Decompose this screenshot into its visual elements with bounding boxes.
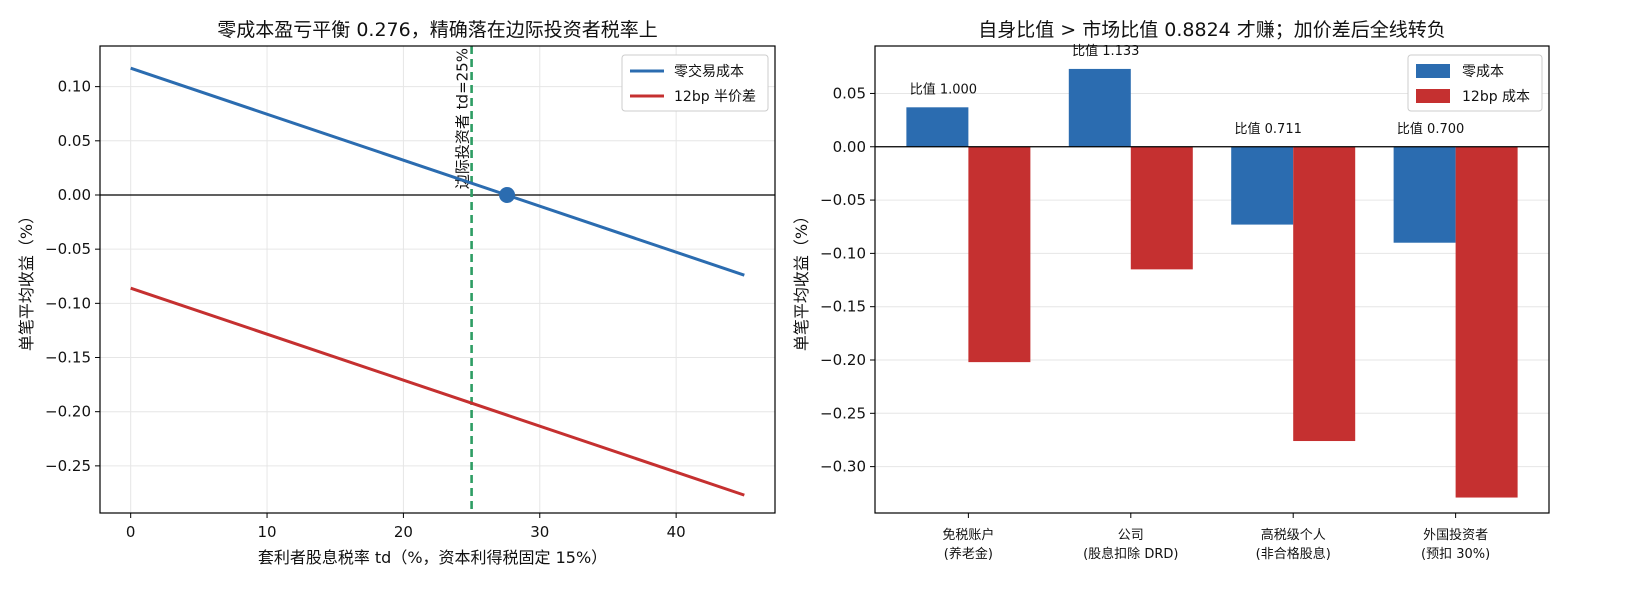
category-label: (股息扣除 DRD) [1083,546,1178,562]
bar-0-1 [1068,68,1131,147]
legend-label-1: 12bp 半价差 [674,89,756,105]
legend-swatch-1 [1416,89,1450,103]
legend-label-0: 零交易成本 [674,63,744,80]
category-label: 免税账户 [942,527,994,543]
bar-0-2 [1231,146,1294,225]
legend-label-0: 零成本 [1462,64,1504,80]
x-tick-label: 0 [126,523,136,541]
bar-0-3 [1393,146,1456,243]
chart-title: 零成本盈亏平衡 0.276，精确落在边际投资者税率上 [217,19,657,41]
ratio-label: 比值 0.700 [1397,121,1464,137]
y-tick-label: −0.15 [820,298,866,316]
y-tick-label: −0.25 [820,404,866,422]
ratio-label: 比值 1.000 [910,81,977,97]
y-tick-label: −0.20 [820,351,866,369]
x-tick-label: 20 [394,523,413,541]
bar-1-3 [1455,146,1518,498]
category-label: (非合格股息) [1256,546,1331,562]
x-axis-label: 套利者股息税率 td（%，资本利得税固定 15%） [258,548,607,567]
y-tick-label: −0.25 [45,457,91,475]
bar-1-0 [968,146,1031,363]
y-tick-label: −0.30 [820,458,866,476]
plot-frame [99,45,776,514]
bar-0-0 [906,107,969,147]
y-tick-label: 0.10 [58,78,91,96]
x-tick-label: 30 [530,523,549,541]
y-axis-label: 单笔平均收益（%） [17,208,36,351]
legend-swatch-0 [1416,64,1450,78]
legend-label-1: 12bp 成本 [1462,89,1530,105]
right-panel-bar-chart: 比值 1.000 比值 1.133 比值 0.711 比值 0.700 0.05 0.00… [792,19,1550,562]
category-label: 高税级个人 [1261,527,1326,543]
y-tick-label: −0.20 [45,403,91,421]
x-tick-label: 40 [667,523,686,541]
y-tick-label: 0.00 [833,138,866,156]
plot-frame [874,45,1550,514]
marginal-investor-label: 边际投资者 td=25% [454,48,472,189]
y-tick-label: −0.05 [45,240,91,258]
y-tick-label: −0.05 [820,191,866,209]
breakeven-point [499,186,516,203]
left-panel-line-chart: 边际投资者 td=25% 0 10 20 30 40 0.10 0.05 0.00 −0.05 −0… [17,19,776,567]
y-tick-label: 0.05 [833,84,866,102]
category-label: 外国投资者 [1423,527,1488,543]
category-label: 公司 [1118,528,1144,543]
y-axis-label: 单笔平均收益（%） [792,208,811,351]
x-tick-label: 10 [257,523,276,541]
bar-1-1 [1130,146,1193,270]
y-tick-label: −0.15 [45,349,91,367]
ratio-label: 比值 1.133 [1072,43,1139,59]
bar-1-2 [1293,146,1356,442]
series-line-1 [130,286,745,497]
y-tick-label: 0.05 [58,132,91,150]
ratio-label: 比值 0.711 [1235,121,1302,137]
y-tick-label: −0.10 [820,244,866,262]
category-label: (养老金) [944,546,993,562]
y-tick-label: −0.10 [45,294,91,312]
y-tick-label: 0.00 [58,186,91,204]
series-line-0 [130,66,745,277]
chart-title: 自身比值 > 市场比值 0.8824 才赚；加价差后全线转负 [978,19,1446,41]
category-label: (预扣 30%) [1421,547,1490,562]
